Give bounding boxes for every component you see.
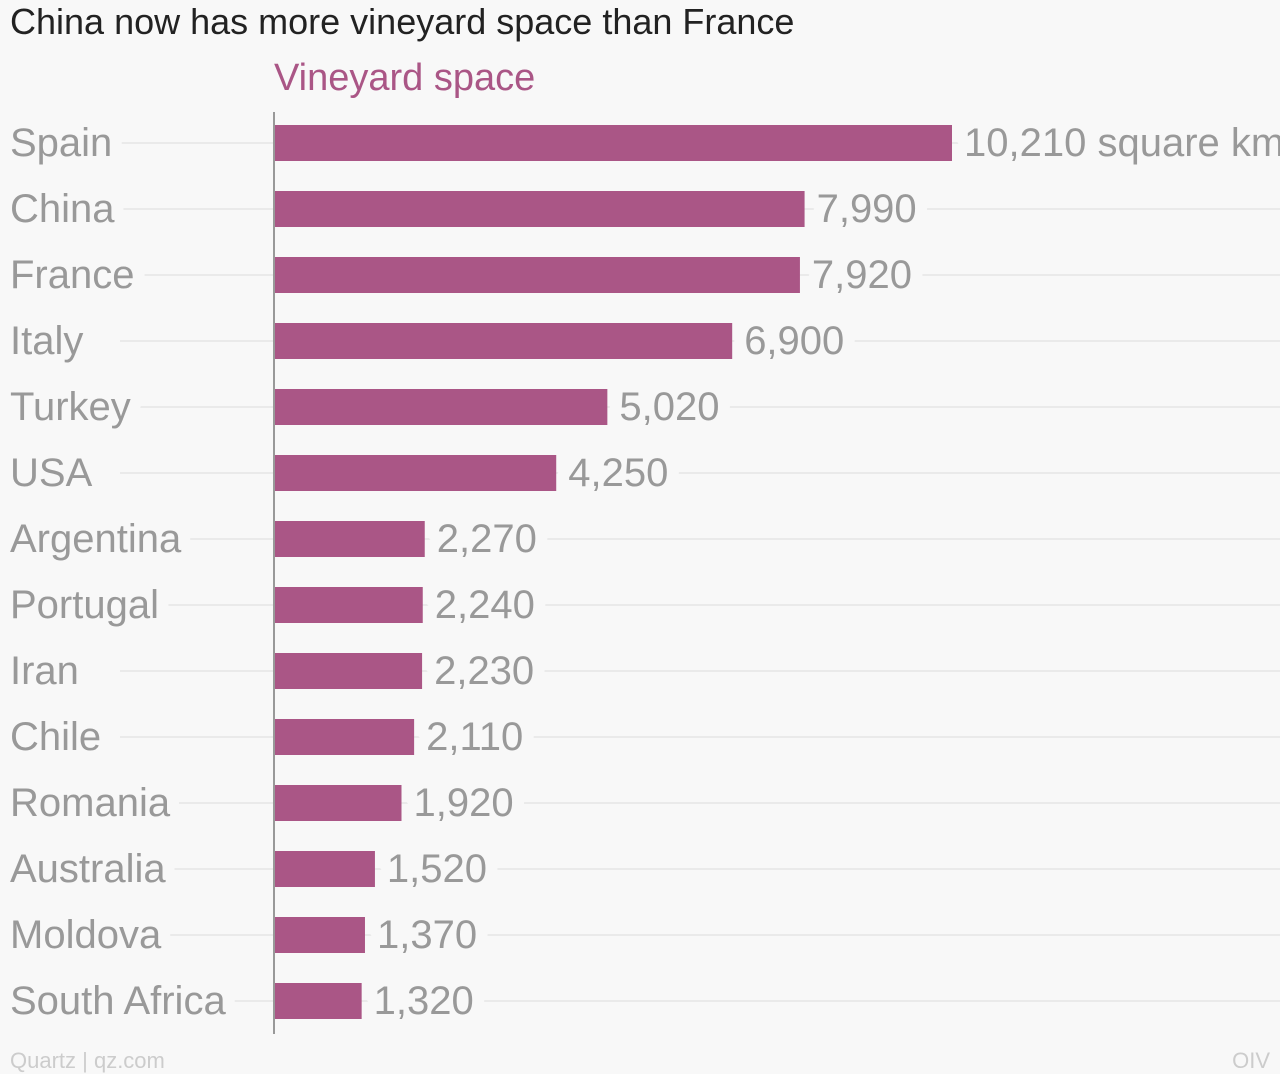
category-label: Moldova: [10, 913, 162, 957]
value-label: 5,020: [619, 385, 719, 429]
value-label: 2,110: [426, 715, 523, 759]
bar-chile: [274, 719, 415, 755]
category-label: Portugal: [10, 583, 159, 627]
category-label: Australia: [10, 847, 166, 891]
bar-china: [274, 191, 805, 227]
value-label: 7,990: [817, 187, 917, 231]
bar-italy: [274, 323, 733, 359]
bar-portugal: [274, 587, 423, 623]
value-label: 6,900: [744, 319, 844, 363]
chart-title: China now has more vineyard space than F…: [10, 1, 795, 42]
value-label: 1,370: [377, 913, 477, 957]
category-label: South Africa: [10, 979, 226, 1023]
category-label: Italy: [10, 319, 83, 363]
bar-france: [274, 257, 800, 293]
category-label: China: [10, 187, 115, 231]
bar-south-africa: [274, 983, 362, 1019]
bars: [274, 125, 952, 1019]
value-label: 2,230: [434, 649, 534, 693]
category-label: Iran: [10, 649, 79, 693]
bar-australia: [274, 851, 375, 887]
category-labels: Spain China France Italy Turkey USA Argentina P…: [0, 109, 238, 1035]
category-label: Turkey: [10, 385, 131, 429]
bar-turkey: [274, 389, 608, 425]
value-label: 10,210 square km: [964, 121, 1280, 165]
bar-moldova: [274, 917, 365, 953]
series-label: Vineyard space: [274, 57, 535, 99]
bar-argentina: [274, 521, 425, 557]
category-label: Romania: [10, 781, 171, 825]
category-label: France: [10, 253, 135, 297]
value-label: 7,920: [812, 253, 912, 297]
value-label: 2,240: [435, 583, 535, 627]
bar-iran: [274, 653, 423, 689]
bar-spain: [274, 125, 952, 161]
footer-credit: Quartz | qz.com: [10, 1048, 165, 1073]
category-label: USA: [10, 451, 93, 495]
footer-source: OIV: [1232, 1048, 1270, 1073]
value-label: 4,250: [568, 451, 668, 495]
value-labels: 10,210 square km 7,990 7,920 6,900 5,020 4,25…: [362, 109, 1280, 1035]
value-label: 1,520: [387, 847, 487, 891]
value-label: 2,270: [437, 517, 537, 561]
bar-usa: [274, 455, 557, 491]
category-label: Argentina: [10, 517, 182, 561]
category-label: Chile: [10, 715, 101, 759]
value-label: 1,320: [374, 979, 474, 1023]
value-label: 1,920: [413, 781, 513, 825]
category-label: Spain: [10, 121, 112, 165]
bar-romania: [274, 785, 402, 821]
